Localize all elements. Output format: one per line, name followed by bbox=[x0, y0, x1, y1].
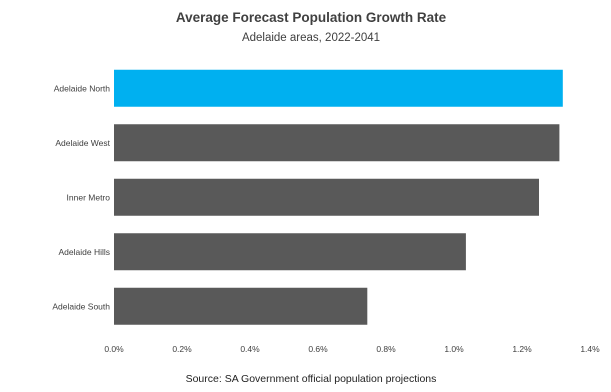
chart-title: Average Forecast Population Growth Rate bbox=[176, 10, 447, 25]
chart-subtitle: Adelaide areas, 2022-2041 bbox=[242, 32, 380, 44]
bar-adelaide-south bbox=[114, 287, 368, 325]
x-tick-label: 1.2% bbox=[512, 344, 532, 354]
bar-inner-metro bbox=[114, 178, 539, 216]
category-label: Adelaide South bbox=[52, 301, 110, 311]
x-tick-label: 0.6% bbox=[308, 344, 328, 354]
category-labels: Adelaide North Adelaide West Inner Metro Ad… bbox=[52, 83, 110, 311]
x-tick-label: 0.8% bbox=[376, 344, 396, 354]
bar-adelaide-west bbox=[114, 124, 560, 162]
x-tick-label: 0.0% bbox=[104, 344, 124, 354]
category-label: Adelaide West bbox=[55, 138, 110, 148]
x-tick-label: 1.4% bbox=[580, 344, 600, 354]
chart-source: Source: SA Government official populatio… bbox=[186, 373, 437, 385]
category-label: Adelaide Hills bbox=[59, 247, 111, 257]
x-tick-label: 0.4% bbox=[240, 344, 260, 354]
category-label: Adelaide North bbox=[54, 83, 111, 93]
bar-adelaide-hills bbox=[114, 233, 466, 271]
x-axis-tick-labels: 0.0% 0.2% 0.4% 0.6% 0.8% 1.0% 1.2% 1.4% bbox=[104, 344, 600, 354]
bars-layer bbox=[114, 69, 563, 325]
x-tick-label: 0.2% bbox=[172, 344, 192, 354]
category-label: Inner Metro bbox=[67, 192, 111, 202]
x-tick-label: 1.0% bbox=[444, 344, 464, 354]
bar-adelaide-north bbox=[114, 69, 563, 107]
